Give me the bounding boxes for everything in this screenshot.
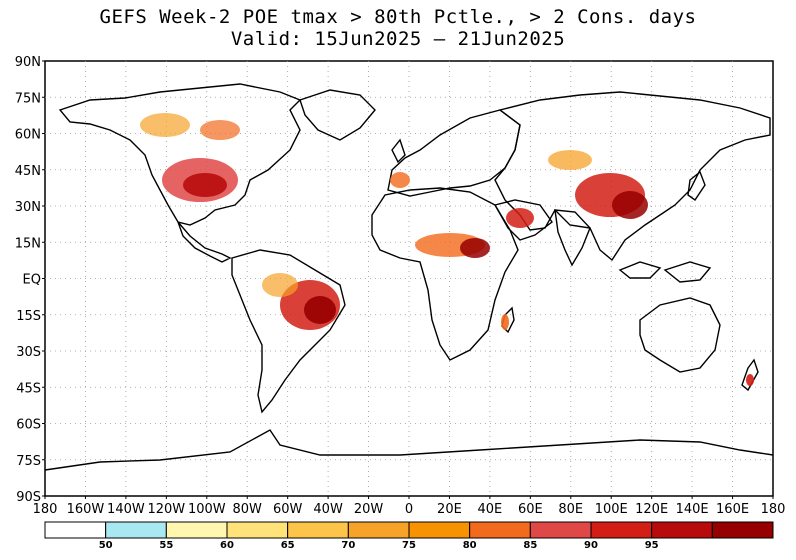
- colorbar-segment: [105, 521, 167, 539]
- latitude-label: 15S: [16, 309, 41, 324]
- latitude-label: EQ: [23, 273, 41, 288]
- longitude-label: 140E: [676, 502, 709, 517]
- colorbar-segment: [469, 521, 531, 539]
- longitude-label: 100E: [595, 502, 628, 517]
- colorbar-segment: [287, 521, 349, 539]
- colorbar-segment: [347, 521, 410, 539]
- longitude-label: 120E: [635, 502, 668, 517]
- longitude-label: 60E: [518, 502, 543, 517]
- colorbar-label: 75: [402, 540, 416, 551]
- colorbar-segment: [226, 521, 289, 539]
- colorbar-label: 65: [281, 540, 295, 551]
- latitude-label: 30S: [16, 345, 41, 360]
- latitude-label: 45S: [16, 381, 41, 396]
- longitude-label: 40W: [313, 502, 343, 517]
- latitude-labels: 90N 75N 60N 45N 30N 15N EQ 15S 30S 45S 60S 75S 90S: [15, 55, 45, 505]
- colorbar-label: 85: [523, 540, 537, 551]
- latitude-label: 90S: [16, 490, 41, 505]
- land-outlines: [44, 83, 774, 471]
- longitude-label: 100W: [188, 502, 226, 517]
- longitude-label: 120W: [147, 502, 185, 517]
- map-subtitle: Valid: 15Jun2025 — 21Jun2025: [230, 28, 566, 50]
- longitude-labels: 180 160W 140W 120W 100W 80W 60W 40W 20W 0 20E 40E 60…: [33, 496, 786, 517]
- latitude-label: 90N: [15, 55, 41, 70]
- colorbar-segment: [44, 521, 107, 539]
- latitude-label: 60N: [15, 128, 41, 143]
- latitude-label: 75S: [16, 454, 41, 469]
- colorbar-label: 70: [341, 540, 355, 551]
- colorbar-label: 90: [584, 540, 598, 551]
- longitude-label: 140W: [107, 502, 145, 517]
- colorbar-segment: [165, 521, 228, 539]
- colorbar-label: 50: [99, 540, 113, 551]
- colorbar-segment: [711, 521, 774, 539]
- colorbar: 50 55 60 65 70 75 80 85 90 95: [44, 521, 774, 551]
- latitude-label: 15N: [15, 236, 41, 251]
- map-title: GEFS Week-2 POE tmax > 80th Pctle., > 2 …: [99, 6, 697, 28]
- longitude-label: 20W: [354, 502, 384, 517]
- colorbar-segment: [590, 521, 653, 539]
- colorbar-segment: [408, 521, 471, 539]
- colorbar-label: 80: [463, 540, 477, 551]
- latitude-label: 75N: [15, 91, 41, 106]
- longitude-label: 160W: [67, 502, 105, 517]
- longitude-label: 0: [405, 502, 413, 517]
- longitude-label: 180: [33, 502, 58, 517]
- colorbar-label: 55: [159, 540, 173, 551]
- longitude-label: 40E: [478, 502, 503, 517]
- latitude-label: 60S: [16, 418, 41, 433]
- latitude-label: 45N: [15, 164, 41, 179]
- longitude-label: 20E: [437, 502, 462, 517]
- colorbar-label: 60: [220, 540, 234, 551]
- longitude-label: 180: [761, 502, 786, 517]
- longitude-label: 80E: [558, 502, 583, 517]
- probability-patches: [140, 113, 754, 386]
- longitude-label: 160E: [716, 502, 749, 517]
- colorbar-label: 95: [645, 540, 659, 551]
- colorbar-segment: [529, 521, 592, 539]
- longitude-label: 80W: [233, 502, 263, 517]
- latitude-label: 30N: [15, 200, 41, 215]
- longitude-label: 60W: [273, 502, 303, 517]
- colorbar-segment: [651, 521, 713, 539]
